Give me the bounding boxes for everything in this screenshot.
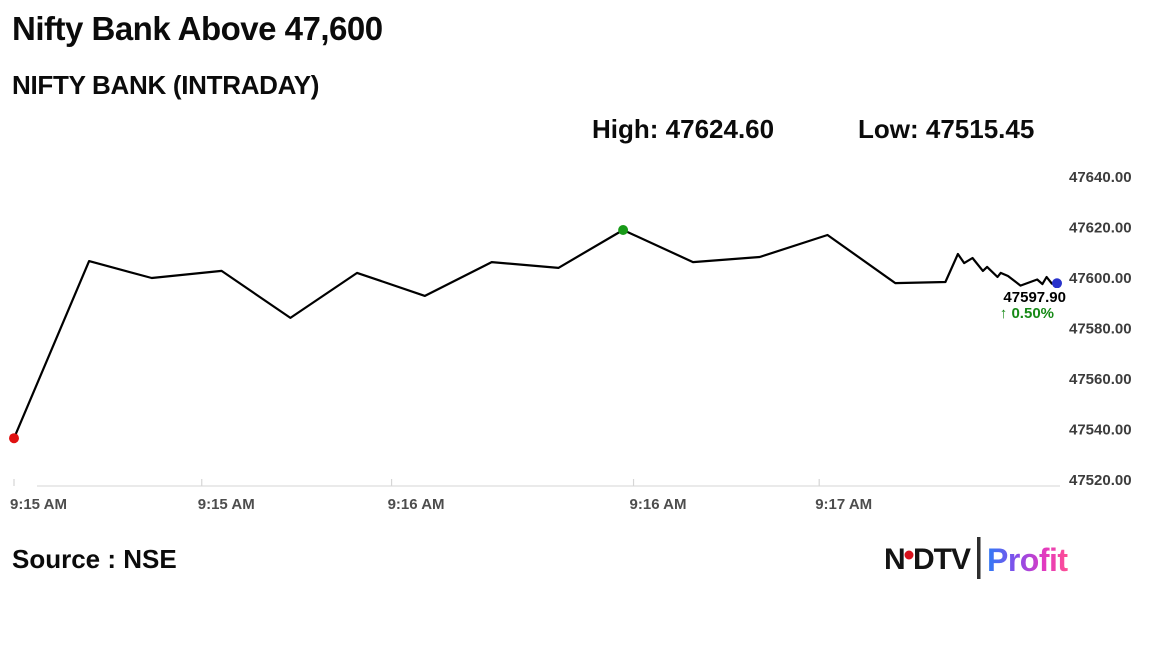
- last-price-marker: [1052, 278, 1062, 289]
- source-attribution: Source : NSE: [12, 544, 177, 574]
- x-tick-label: 9:16 AM: [630, 496, 687, 513]
- x-tick-label: 9:15 AM: [10, 496, 67, 513]
- logo-divider: [977, 537, 981, 579]
- session-high-marker: [618, 224, 629, 235]
- page-title: Nifty Bank Above 47,600: [12, 10, 383, 47]
- x-tick-label: 9:17 AM: [815, 496, 872, 513]
- x-tick-label: 9:15 AM: [198, 496, 255, 513]
- ndtv-logo-text-dtv: DTV: [913, 543, 971, 576]
- x-tick-label: 9:16 AM: [388, 496, 445, 513]
- chart-subtitle: NIFTY BANK (INTRADAY): [12, 70, 320, 100]
- ndtv-profit-logo: N DTV Profit: [884, 537, 1069, 579]
- y-tick-label: 47520.00: [1069, 472, 1132, 489]
- y-tick-label: 47620.00: [1069, 219, 1132, 236]
- price-line-series: [12, 228, 1059, 440]
- y-tick-label: 47560.00: [1069, 371, 1132, 388]
- high-value-label: High: 47624.60: [592, 114, 775, 144]
- y-tick-label: 47540.00: [1069, 422, 1132, 439]
- profit-logo-text: Profit: [987, 542, 1068, 578]
- last-price-label: 47597.90: [1003, 289, 1066, 306]
- low-value-label: Low: 47515.45: [858, 114, 1035, 144]
- ndtv-logo-red-dot-icon: [904, 550, 914, 560]
- ndtv-logo-text-n: N: [884, 543, 905, 576]
- price-label-backing: [996, 288, 1068, 304]
- session-start-marker: [9, 433, 19, 444]
- y-tick-label: 47580.00: [1069, 321, 1132, 338]
- y-tick-label: 47600.00: [1069, 270, 1132, 287]
- change-percent-label: ↑ 0.50%: [1000, 305, 1054, 322]
- y-tick-label: 47640.00: [1069, 169, 1132, 186]
